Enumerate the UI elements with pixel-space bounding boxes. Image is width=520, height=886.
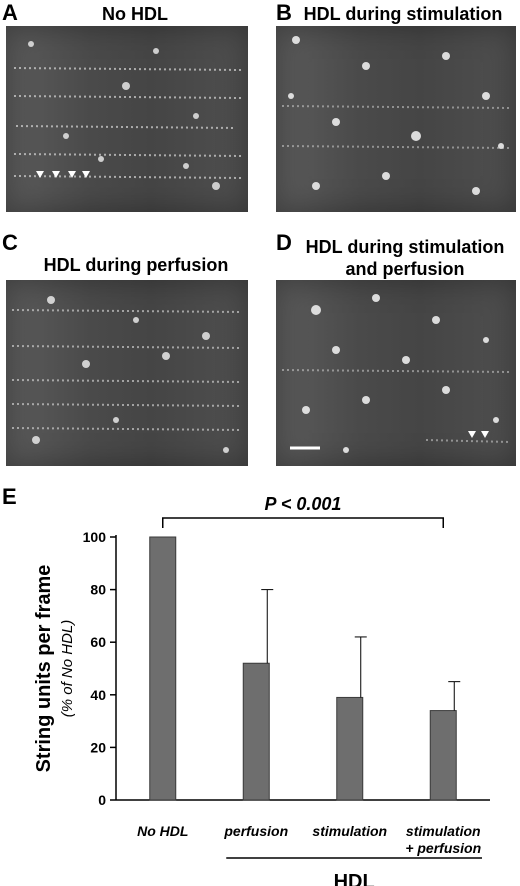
x-tick-label: + perfusion	[405, 840, 481, 856]
panel-letter-c: C	[2, 230, 18, 255]
y-axis-label: String units per frame	[33, 565, 55, 773]
y-tick-label: 0	[98, 792, 106, 808]
y-tick-label: 60	[90, 634, 106, 650]
y-tick-label: 80	[90, 582, 106, 598]
bar	[429, 710, 457, 801]
x-tick-label: perfusion	[223, 823, 288, 839]
micrograph-d	[276, 280, 516, 466]
bar-chart: 0 20 40 60 80 100 String units per frame (% of …	[33, 494, 490, 886]
y-tick-label: 100	[83, 529, 107, 545]
bar	[149, 536, 177, 801]
group-label: HDL	[334, 871, 375, 886]
panel-title-b: HDL during stimulation	[303, 4, 503, 24]
micrograph-a	[6, 26, 248, 212]
panel-letter-e: E	[2, 484, 17, 509]
panel-letter-a: A	[2, 0, 18, 25]
x-tick-label: stimulation	[406, 823, 481, 839]
panel-letter-b: B	[276, 0, 292, 25]
x-tick-label: stimulation	[312, 823, 387, 839]
significance-label: P < 0.001	[265, 494, 342, 514]
panel-letter-d: D	[276, 230, 292, 255]
y-tick-label: 20	[90, 739, 106, 755]
panel-title-c: HDL during perfusion	[43, 255, 229, 275]
micrograph-b	[276, 26, 516, 212]
bar	[242, 662, 270, 801]
panel-title-d-line2: and perfusion	[345, 259, 465, 279]
panel-title-a: No HDL	[102, 4, 168, 24]
panel-title-d: HDL during stimulation and perfusion	[290, 236, 520, 280]
panel-title-d-line1: HDL during stimulation	[305, 237, 505, 257]
micrograph-c	[6, 280, 248, 466]
x-tick-label: No HDL	[137, 823, 188, 839]
bar	[336, 696, 364, 801]
y-tick-label: 40	[90, 687, 106, 703]
significance-bracket	[162, 517, 444, 528]
y-axis-sublabel: (% of No HDL)	[59, 620, 76, 718]
